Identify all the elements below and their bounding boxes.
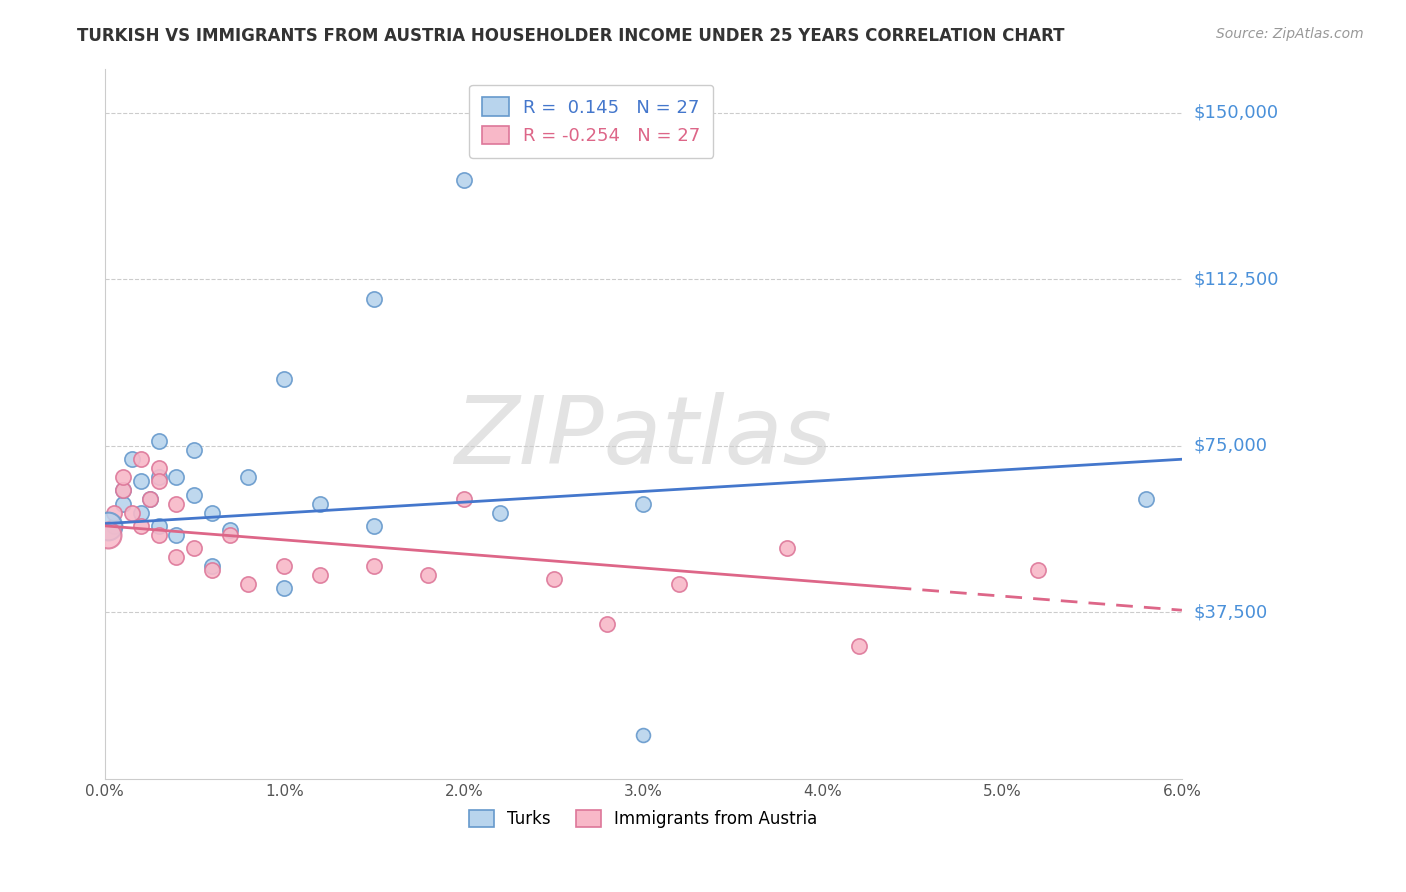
Point xyxy=(238,576,260,591)
Point xyxy=(138,492,160,507)
Point xyxy=(309,497,332,511)
Point xyxy=(273,581,295,595)
Point xyxy=(129,475,152,489)
Text: TURKISH VS IMMIGRANTS FROM AUSTRIA HOUSEHOLDER INCOME UNDER 25 YEARS CORRELATION: TURKISH VS IMMIGRANTS FROM AUSTRIA HOUSE… xyxy=(77,27,1064,45)
Point xyxy=(111,483,134,498)
Text: $150,000: $150,000 xyxy=(1194,104,1278,122)
Point xyxy=(633,497,655,511)
Point xyxy=(129,506,152,520)
Point xyxy=(238,470,260,484)
Text: $75,000: $75,000 xyxy=(1194,437,1267,455)
Point xyxy=(201,558,224,573)
Point xyxy=(138,492,160,507)
Point xyxy=(111,470,134,484)
Point xyxy=(148,461,170,475)
Point xyxy=(166,549,188,564)
Point xyxy=(121,452,143,467)
Point xyxy=(97,519,120,533)
Point xyxy=(166,497,188,511)
Point xyxy=(111,483,134,498)
Point xyxy=(488,506,510,520)
Point xyxy=(183,541,205,555)
Point xyxy=(219,527,242,541)
Point xyxy=(183,488,205,502)
Text: ZIPatlas: ZIPatlas xyxy=(454,392,832,483)
Point xyxy=(121,506,143,520)
Point xyxy=(776,541,799,555)
Point xyxy=(363,558,385,573)
Point xyxy=(148,434,170,449)
Point xyxy=(166,470,188,484)
Point xyxy=(148,470,170,484)
Point xyxy=(111,497,134,511)
Point xyxy=(148,519,170,533)
Point xyxy=(453,172,475,186)
Point xyxy=(363,519,385,533)
Point xyxy=(273,558,295,573)
Point xyxy=(309,567,332,582)
Point xyxy=(273,372,295,386)
Text: $112,500: $112,500 xyxy=(1194,270,1278,288)
Point xyxy=(97,527,120,541)
Point xyxy=(416,567,439,582)
Point xyxy=(453,492,475,507)
Point xyxy=(633,727,655,741)
Point xyxy=(183,443,205,458)
Point xyxy=(148,475,170,489)
Point xyxy=(129,519,152,533)
Point xyxy=(201,563,224,577)
Point xyxy=(668,576,690,591)
Point xyxy=(543,572,565,586)
Point xyxy=(363,293,385,307)
Point xyxy=(103,506,125,520)
Point xyxy=(848,639,870,653)
Point xyxy=(1135,492,1157,507)
Point xyxy=(166,527,188,541)
Point xyxy=(103,519,125,533)
Point xyxy=(1026,563,1049,577)
Text: Source: ZipAtlas.com: Source: ZipAtlas.com xyxy=(1216,27,1364,41)
Point xyxy=(596,616,619,631)
Point xyxy=(129,452,152,467)
Point xyxy=(219,523,242,537)
Text: $37,500: $37,500 xyxy=(1194,603,1267,622)
Point xyxy=(148,527,170,541)
Legend: Turks, Immigrants from Austria: Turks, Immigrants from Austria xyxy=(463,803,824,835)
Point xyxy=(201,506,224,520)
